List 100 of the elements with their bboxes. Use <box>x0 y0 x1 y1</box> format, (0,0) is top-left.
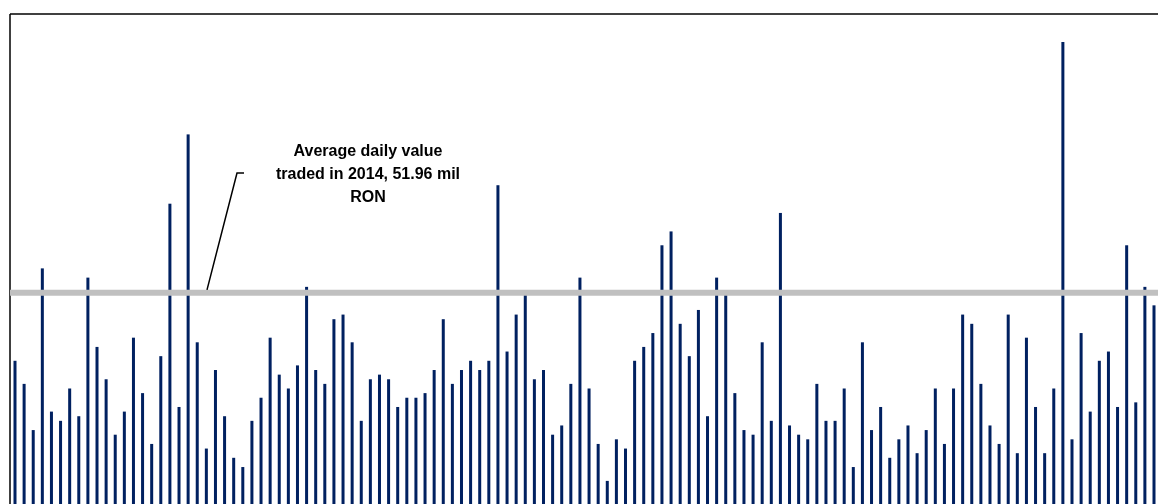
bar <box>86 277 90 504</box>
bar <box>715 277 719 504</box>
bar <box>678 323 682 504</box>
bar <box>596 443 600 504</box>
bar <box>405 397 409 504</box>
bar <box>1134 402 1138 504</box>
bar <box>897 439 901 504</box>
bar <box>141 393 145 504</box>
bar <box>423 393 427 504</box>
bar <box>496 185 500 504</box>
bar <box>368 379 372 504</box>
bar <box>815 383 819 504</box>
annotation: Average daily value traded in 2014, 51.96 mil RON <box>275 142 461 205</box>
bar <box>1024 337 1028 504</box>
bar <box>733 393 737 504</box>
bar <box>1006 314 1010 504</box>
bar <box>469 360 473 504</box>
bar <box>241 467 245 504</box>
bar <box>195 342 199 504</box>
bar <box>806 439 810 504</box>
bar <box>915 453 919 504</box>
bar <box>31 430 35 504</box>
bar <box>587 388 591 504</box>
bar <box>332 319 336 504</box>
bar <box>824 420 828 504</box>
bar <box>478 370 482 504</box>
bar <box>1152 305 1156 504</box>
bar <box>150 443 154 504</box>
bar <box>687 356 691 504</box>
bar <box>961 314 965 504</box>
bar <box>979 383 983 504</box>
bar <box>769 420 773 504</box>
bar <box>341 314 345 504</box>
bar <box>833 420 837 504</box>
bar <box>450 383 454 504</box>
bar <box>942 443 946 504</box>
bar <box>286 388 290 504</box>
bar <box>122 411 126 504</box>
bar <box>651 333 655 504</box>
bar <box>186 134 190 504</box>
bar <box>377 374 381 504</box>
bar <box>696 309 700 504</box>
bar <box>268 337 272 504</box>
bar <box>778 212 782 504</box>
bar <box>633 360 637 504</box>
bar <box>77 416 81 504</box>
bar <box>797 434 801 504</box>
bar <box>851 467 855 504</box>
bar <box>396 406 400 504</box>
bar <box>213 370 217 504</box>
bar <box>432 370 436 504</box>
bar <box>669 231 673 504</box>
bar <box>1079 333 1083 504</box>
bar <box>49 411 53 504</box>
bar <box>842 388 846 504</box>
bar <box>1097 360 1101 504</box>
bar <box>350 342 354 504</box>
bar <box>952 388 956 504</box>
bar <box>113 434 117 504</box>
bar <box>551 434 555 504</box>
bar <box>1043 453 1047 504</box>
bar <box>314 370 318 504</box>
bar <box>259 397 263 504</box>
bar <box>387 379 391 504</box>
bar <box>660 245 664 504</box>
bar <box>1034 406 1038 504</box>
bar <box>204 448 208 504</box>
bar <box>1116 406 1120 504</box>
bar <box>441 319 445 504</box>
bar <box>706 416 710 504</box>
bar <box>68 388 72 504</box>
bar <box>1070 439 1074 504</box>
bar <box>642 346 646 504</box>
bar <box>532 379 536 504</box>
bar <box>1015 453 1019 504</box>
bar <box>860 342 864 504</box>
bar <box>59 420 63 504</box>
bar <box>1125 245 1129 504</box>
bar <box>95 346 99 504</box>
bar <box>159 356 163 504</box>
bar <box>751 434 755 504</box>
bar <box>1143 286 1147 504</box>
bar <box>624 448 627 504</box>
bar <box>514 314 518 504</box>
bar <box>232 457 236 504</box>
bar <box>1088 411 1092 504</box>
bar <box>359 420 363 504</box>
bar <box>605 480 609 504</box>
bar <box>414 397 418 504</box>
bar <box>988 425 992 504</box>
bar <box>250 420 254 504</box>
bar <box>578 277 582 504</box>
bar <box>459 370 463 504</box>
bar <box>924 430 928 504</box>
bar <box>295 365 299 504</box>
bar <box>277 374 281 504</box>
bar <box>1052 388 1056 504</box>
bar <box>131 337 135 504</box>
bar <box>788 425 792 504</box>
bar <box>870 430 874 504</box>
